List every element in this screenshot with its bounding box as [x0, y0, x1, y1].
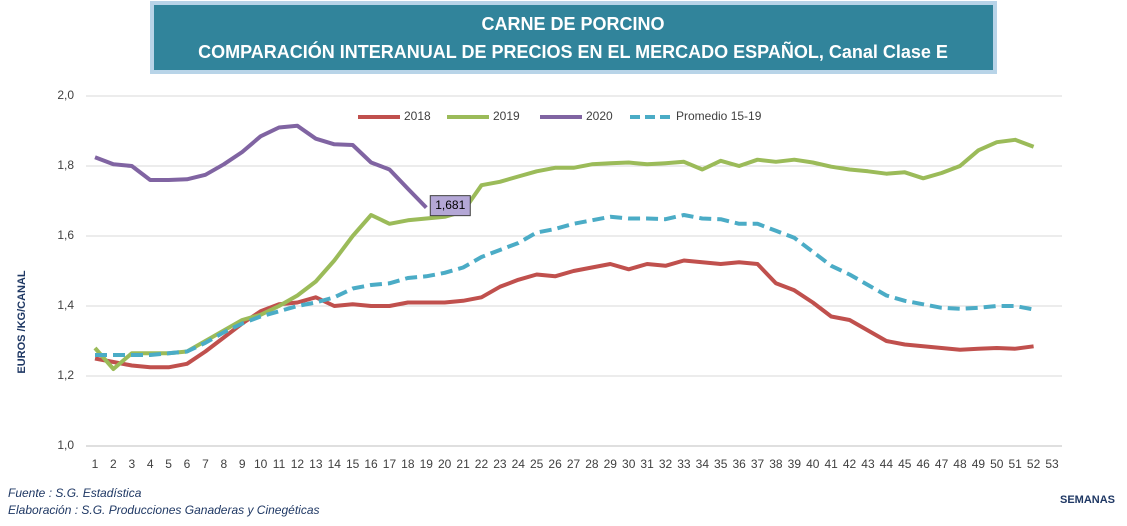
x-tick-label: 9	[239, 457, 246, 471]
x-tick-label: 44	[880, 457, 894, 471]
x-tick-label: 20	[438, 457, 452, 471]
x-tick-label: 35	[714, 457, 728, 471]
x-tick-label: 31	[640, 457, 654, 471]
x-tick-label: 52	[1027, 457, 1041, 471]
x-tick-label: 2	[110, 457, 117, 471]
x-tick-label: 10	[254, 457, 268, 471]
y-tick-label: 1,6	[57, 228, 74, 242]
chart-subtitle: COMPARACIÓN INTERANUAL DE PRECIOS EN EL …	[198, 41, 948, 62]
data-label: 1,681	[435, 198, 465, 212]
x-tick-label: 29	[604, 457, 618, 471]
series-line	[95, 213, 1034, 357]
x-tick-label: 26	[548, 457, 562, 471]
title-box	[150, 1, 997, 74]
x-tick-label: 43	[861, 457, 875, 471]
x-tick-label: 46	[916, 457, 930, 471]
x-tick-label: 16	[364, 457, 378, 471]
x-tick-label: 53	[1045, 457, 1059, 471]
x-tick-label: 33	[677, 457, 691, 471]
x-axis-label: SEMANAS	[1060, 494, 1115, 506]
x-tick-label: 37	[751, 457, 765, 471]
x-tick-label: 5	[165, 457, 172, 471]
x-tick-label: 11	[273, 457, 286, 471]
x-tick-label: 22	[475, 457, 489, 471]
x-tick-label: 18	[401, 457, 415, 471]
y-axis-label: EUROS /KG/CANAL	[16, 270, 28, 374]
legend-label: 2018	[404, 109, 431, 123]
x-tick-label: 42	[843, 457, 857, 471]
x-tick-label: 23	[493, 457, 507, 471]
x-tick-label: 47	[935, 457, 949, 471]
y-tick-label: 1,8	[57, 158, 74, 172]
x-tick-label: 21	[456, 457, 470, 471]
data-label-box	[429, 195, 471, 217]
x-tick-label: 1	[92, 457, 99, 471]
y-tick-label: 1,2	[57, 368, 74, 382]
x-tick-label: 39	[788, 457, 802, 471]
x-tick-label: 14	[328, 457, 342, 471]
series-line	[94, 258, 1034, 370]
x-tick-label: 4	[147, 457, 154, 471]
legend-label: 2020	[586, 109, 613, 123]
chart-title: CARNE DE PORCINO	[481, 14, 664, 34]
y-tick-label: 1,4	[57, 298, 74, 312]
x-tick-label: 17	[383, 457, 397, 471]
series-line	[93, 137, 1035, 371]
x-tick-label: 30	[622, 457, 636, 471]
x-tick-label: 38	[769, 457, 783, 471]
x-tick-label: 49	[972, 457, 986, 471]
y-tick-label: 2,0	[57, 88, 74, 102]
x-tick-label: 34	[696, 457, 710, 471]
y-tick-label: 1,0	[57, 438, 74, 452]
source-note: Fuente : S.G. Estadística	[8, 486, 142, 500]
x-tick-label: 45	[898, 457, 912, 471]
x-tick-label: 13	[309, 457, 323, 471]
x-tick-label: 27	[567, 457, 581, 471]
legend-label: 2019	[493, 109, 520, 123]
x-tick-label: 32	[659, 457, 673, 471]
x-tick-label: 50	[990, 457, 1004, 471]
x-tick-label: 6	[184, 457, 191, 471]
x-tick-label: 48	[953, 457, 967, 471]
x-tick-label: 24	[512, 457, 526, 471]
legend-label: Promedio 15-19	[676, 109, 762, 123]
x-tick-label: 8	[220, 457, 227, 471]
x-tick-label: 40	[806, 457, 820, 471]
x-tick-label: 41	[824, 457, 838, 471]
x-tick-label: 28	[585, 457, 599, 471]
x-tick-label: 3	[128, 457, 135, 471]
x-tick-label: 51	[1009, 457, 1023, 471]
x-tick-label: 7	[202, 457, 209, 471]
series-line	[94, 123, 428, 209]
x-tick-label: 15	[346, 457, 360, 471]
x-tick-label: 19	[420, 457, 434, 471]
credit-note: Elaboración : S.G. Producciones Ganadera…	[8, 503, 320, 517]
x-tick-label: 25	[530, 457, 544, 471]
x-tick-label: 12	[291, 457, 305, 471]
x-tick-label: 36	[732, 457, 746, 471]
